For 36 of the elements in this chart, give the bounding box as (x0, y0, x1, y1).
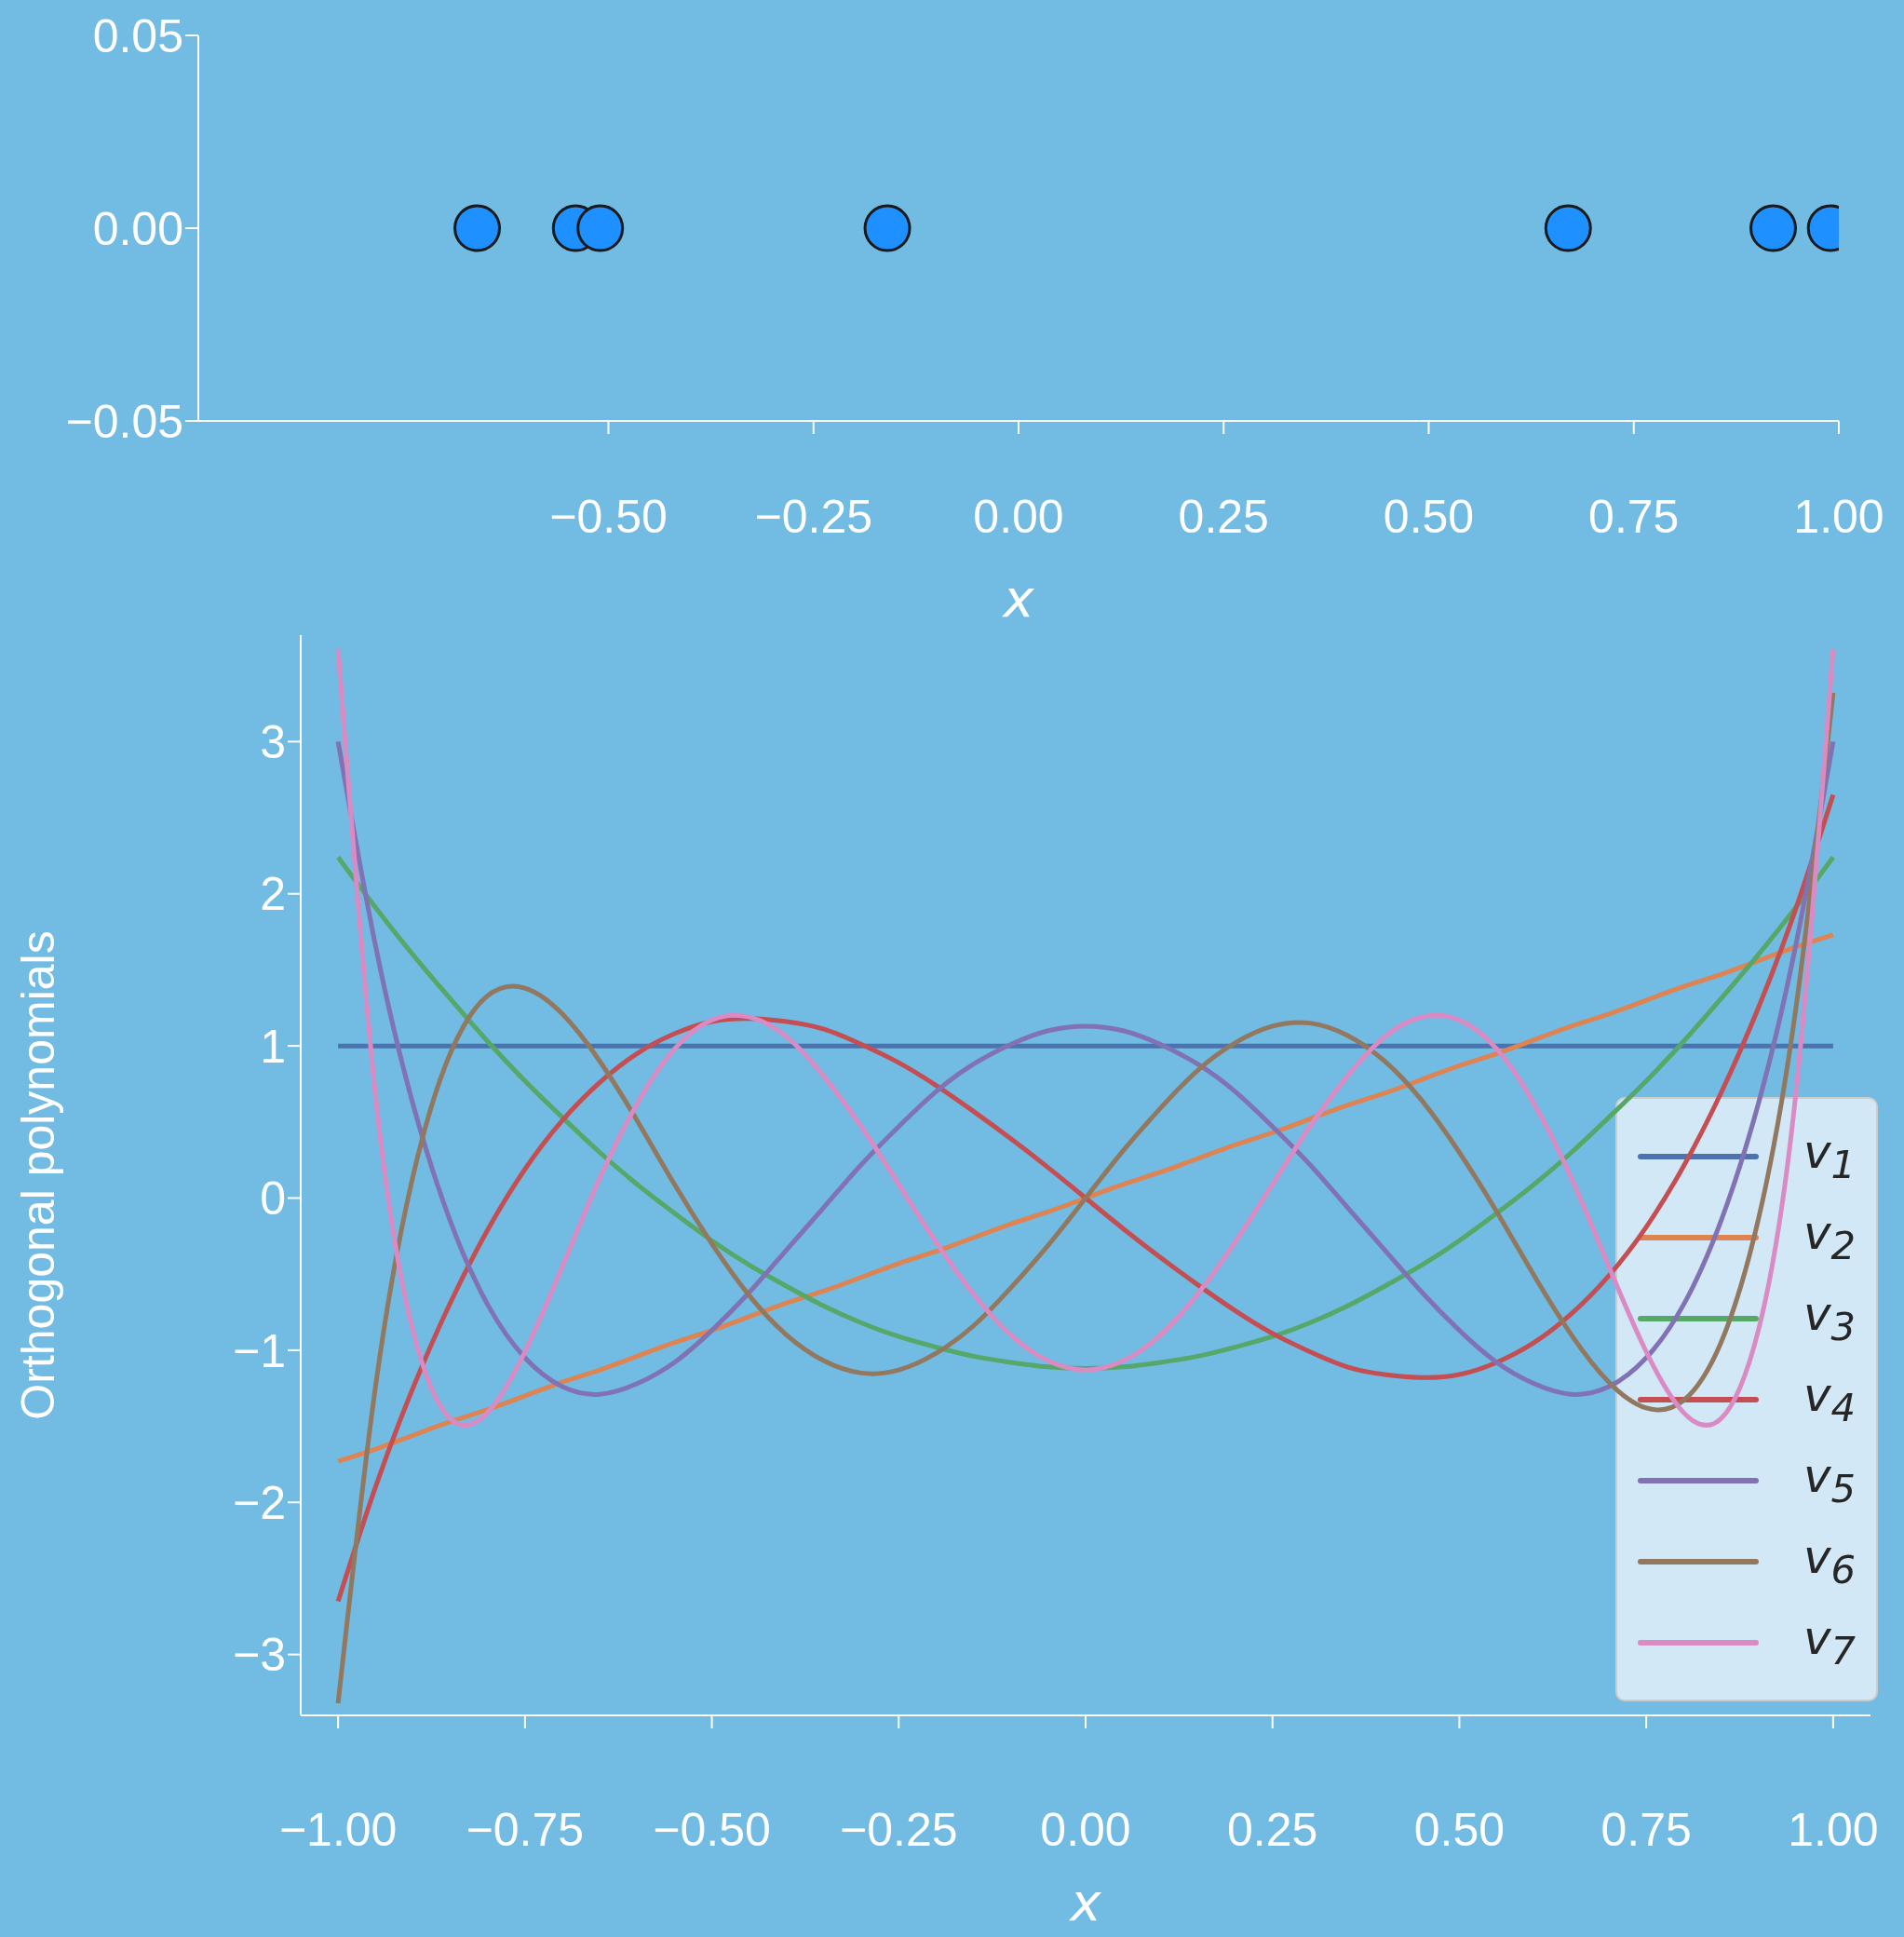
y-axis-title: Orthogonal polynomials (11, 930, 64, 1420)
x-tick-label: 0.25 (1227, 1803, 1318, 1856)
x-tick-label: −0.25 (840, 1803, 958, 1856)
x-tick-label: −0.75 (466, 1803, 585, 1856)
legend-label: v$_{7}$ (1803, 1611, 1856, 1673)
y-tick-label: 2 (260, 868, 286, 921)
x-tick-label: 0.00 (973, 490, 1064, 543)
x-tick-label: 0.75 (1588, 490, 1680, 543)
legend-label: v$_{6}$ (1803, 1530, 1856, 1592)
x-tick-label: 0.50 (1383, 490, 1475, 543)
y-tick-label: 3 (260, 716, 286, 769)
legend-label: v$_{5}$ (1803, 1449, 1856, 1511)
x-tick-label: 0.50 (1413, 1803, 1506, 1856)
legend-label: v$_{1}$ (1803, 1125, 1856, 1187)
x-tick-label: 1.00 (1793, 490, 1884, 543)
y-tick-label: −3 (232, 1629, 286, 1682)
y-tick-label: −2 (232, 1477, 286, 1530)
y-tick-label: 1 (260, 1020, 286, 1073)
y-tick-label: 0 (260, 1172, 286, 1226)
y-tick-label: 0.05 (92, 9, 183, 62)
x-tick-label: −0.50 (653, 1803, 771, 1856)
y-tick-label: 0.00 (92, 202, 183, 255)
legend-label: v$_{4}$ (1803, 1368, 1856, 1430)
legend-label: v$_{3}$ (1803, 1287, 1856, 1349)
x-tick-label: −0.50 (549, 490, 668, 543)
legend-label: v$_{2}$ (1803, 1206, 1856, 1268)
x-tick-label: 0.00 (1040, 1803, 1131, 1856)
x-axis-title: x (1001, 567, 1035, 629)
x-tick-label: 0.75 (1600, 1803, 1692, 1856)
x-tick-label: −0.25 (754, 490, 873, 543)
x-tick-label: 0.25 (1178, 490, 1269, 543)
x-tick-label: −1.00 (278, 1803, 398, 1856)
y-tick-label: −1 (232, 1324, 286, 1377)
x-tick-label: 1.00 (1788, 1803, 1879, 1856)
y-tick-label: −0.05 (65, 395, 183, 448)
x-axis-title: x (1068, 1871, 1102, 1932)
